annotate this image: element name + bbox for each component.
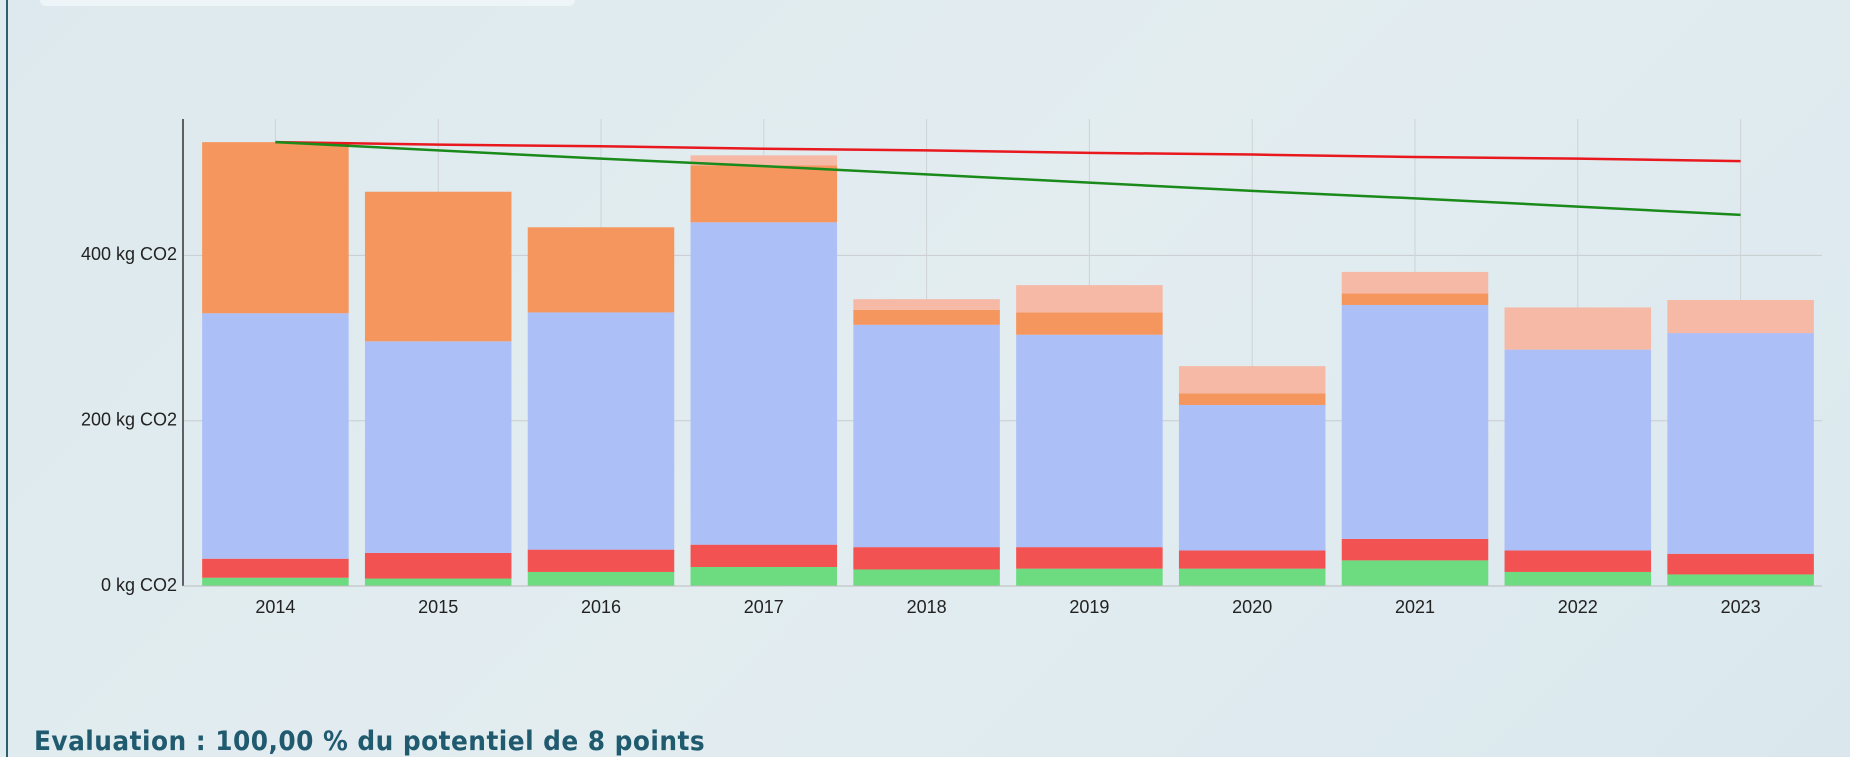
trend-line xyxy=(275,140,1741,163)
evaluation-caption: Evaluation : 100,00 % du potentiel de 8 … xyxy=(34,726,706,757)
bar-segment xyxy=(853,569,1000,586)
bar-segment xyxy=(527,549,675,572)
bar-segment xyxy=(853,309,1000,325)
bar-segment xyxy=(1341,271,1489,294)
bar-segment xyxy=(1667,574,1814,586)
x-tick-label: 2021 xyxy=(1395,597,1435,617)
top-tab xyxy=(40,0,575,6)
bar-segment xyxy=(527,571,675,586)
bar-segment xyxy=(202,142,349,314)
bar-segment xyxy=(1178,366,1326,394)
bar-segment xyxy=(364,578,512,586)
bar-segment xyxy=(690,544,838,567)
bar-segment xyxy=(364,191,512,342)
bar-segment xyxy=(1504,307,1652,350)
x-tick-label: 2017 xyxy=(744,597,784,617)
y-tick-label: 200 kg CO2 xyxy=(81,409,177,429)
bar-segment xyxy=(1341,538,1489,561)
chart: 0 kg CO2 200 kg CO2 400 kg CO2 2014 2015 2016… xyxy=(81,119,1822,617)
bar-segment xyxy=(1016,334,1163,548)
bar-segment xyxy=(364,341,512,553)
x-tick-label: 2014 xyxy=(255,597,295,617)
bar-segment xyxy=(1016,547,1163,569)
bar-segment xyxy=(1178,568,1326,586)
y-tick-label: 400 kg CO2 xyxy=(81,244,177,264)
x-tick-label: 2015 xyxy=(418,597,458,617)
trend-line xyxy=(275,140,1741,217)
bar-segment xyxy=(202,558,349,578)
bar-segment xyxy=(1504,571,1652,586)
bar-segment xyxy=(853,299,1000,310)
bar-segment xyxy=(1341,560,1489,586)
bar-segment xyxy=(690,222,838,545)
x-tick-label: 2018 xyxy=(907,597,947,617)
bar-segment xyxy=(1504,550,1652,572)
bar-segment xyxy=(690,155,838,166)
bar-segment xyxy=(1667,553,1814,575)
x-tick-label: 2019 xyxy=(1069,597,1109,617)
bar-segment xyxy=(1178,550,1326,569)
bar-segment xyxy=(1667,333,1814,554)
bar-segment xyxy=(1016,568,1163,586)
bar-segment xyxy=(1016,312,1163,335)
bar-segment xyxy=(202,313,349,559)
bar-segment xyxy=(527,312,675,550)
x-tick-label: 2022 xyxy=(1558,597,1598,617)
bar-segment xyxy=(202,577,349,586)
bar-segment xyxy=(1016,285,1163,313)
x-tick-label: 2016 xyxy=(581,597,621,617)
bar-segment xyxy=(690,165,838,223)
bar-segment xyxy=(690,566,838,586)
bar-segment xyxy=(527,227,675,313)
bar-segment xyxy=(1341,304,1489,539)
bar-segment xyxy=(853,547,1000,570)
bar-segment xyxy=(364,552,512,579)
bar-segment xyxy=(1178,393,1326,405)
y-tick-label: 0 kg CO2 xyxy=(101,575,177,595)
bar-segment xyxy=(1504,349,1652,551)
bar-segment xyxy=(853,324,1000,548)
bar-segment xyxy=(1667,300,1814,334)
x-tick-label: 2020 xyxy=(1232,597,1272,617)
x-tick-label: 2023 xyxy=(1721,597,1761,617)
bar-segment xyxy=(1178,404,1326,551)
bar-segment xyxy=(1341,293,1489,305)
left-border xyxy=(6,0,8,757)
